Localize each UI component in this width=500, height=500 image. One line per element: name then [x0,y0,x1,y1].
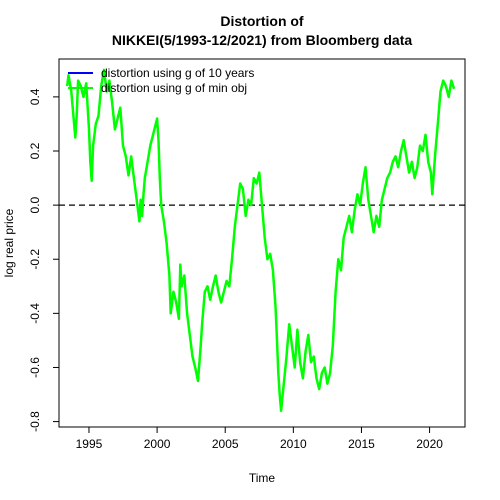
x-tick-label-2015: 2015 [348,437,375,451]
plot-frame [58,58,466,428]
chart-title-line-2: NIKKEI(5/1993-12/2021) from Bloomberg da… [112,32,413,48]
legend-label-series-1: distortion using g of 10 years [101,66,254,80]
legend-label-series-2: distortion using g of min obj [101,81,247,95]
x-tick-label-2020: 2020 [416,437,443,451]
y-tick-label--0.2: -0.2 [28,249,42,270]
legend: distortion using g of 10 years distortio… [68,66,254,95]
x-axis: 1995 2000 2005 2010 2015 2020 [76,427,443,451]
chart-title-line-1: Distortion of [220,13,304,29]
y-tick-label--0.8: -0.8 [28,411,42,432]
y-axis: -0.8 -0.6 -0.4 -0.2 0.0 0.2 0.4 [28,88,59,432]
y-tick-label-0.4: 0.4 [28,88,42,105]
y-tick-label--0.6: -0.6 [28,357,42,378]
y-tick-label-0.0: 0.0 [28,196,42,213]
y-axis-title: log real price [2,208,16,277]
x-axis-title: Time [249,471,276,485]
x-tick-label-1995: 1995 [76,437,103,451]
x-tick-label-2000: 2000 [144,437,171,451]
series-layer [59,68,465,413]
y-tick-label--0.4: -0.4 [28,303,42,324]
series-line-2 [65,68,456,413]
x-tick-label-2005: 2005 [212,437,239,451]
x-tick-label-2010: 2010 [280,437,307,451]
y-tick-label-0.2: 0.2 [28,142,42,159]
